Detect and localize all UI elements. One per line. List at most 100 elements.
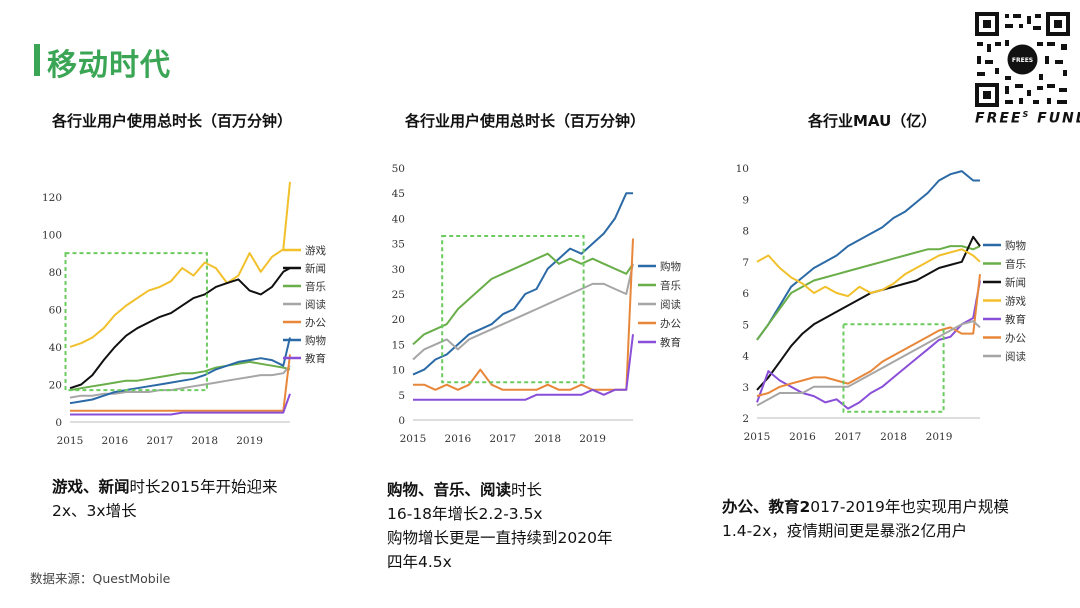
series-line-购物	[412, 192, 633, 376]
legend-label: 教育	[1005, 313, 1026, 326]
y-tick-label: 50	[392, 163, 405, 175]
chart-3: 2 3 4 5 6 7 8 9 10 2015 2016 2017 2018 2019 购物音乐新闻游戏教育…	[736, 163, 1027, 443]
x-tick-label: 2017	[489, 433, 516, 445]
data-source: 数据来源：QuestMobile	[30, 571, 171, 586]
y-tick-label: 40	[392, 213, 405, 225]
y-tick-label: 5	[398, 390, 405, 402]
description-2: 购物、音乐、阅读时长 16-18年增长2.2-3.5x 购物增长更是一直持续到2…	[387, 478, 687, 574]
series-line-新闻	[69, 267, 291, 390]
y-tick-label: 100	[42, 229, 62, 241]
brand-logo: FREES FUND	[975, 110, 1080, 127]
y-tick-label: 20	[392, 314, 405, 326]
svg-text:FREES: FREES	[1012, 57, 1033, 64]
x-tick-label: 2016	[102, 435, 129, 447]
x-tick-label: 2017	[146, 435, 173, 447]
legend-label: 游戏	[305, 244, 326, 257]
legend-label: 阅读	[305, 298, 326, 311]
x-tick-label: 2019	[236, 435, 263, 447]
legend-label: 购物	[305, 334, 326, 347]
highlight-box	[842, 323, 945, 413]
description-3-bold: 办公、教育2	[722, 498, 811, 516]
legend-label: 阅读	[660, 298, 681, 311]
legend-label: 购物	[1005, 239, 1026, 252]
series-line-办公	[70, 354, 291, 412]
series-line-教育	[70, 393, 291, 416]
legend-label: 阅读	[1005, 350, 1027, 363]
series-line-阅读	[412, 263, 634, 361]
y-tick-label: 120	[42, 192, 62, 204]
x-tick-label: 2015	[57, 435, 84, 447]
x-tick-label: 2018	[191, 435, 218, 447]
x-tick-label: 2019	[579, 433, 606, 445]
description-1-bold: 游戏、新闻	[52, 478, 130, 496]
series-line-办公	[413, 238, 634, 391]
y-tick-label: 60	[49, 304, 62, 316]
y-tick-label: 3	[742, 382, 749, 394]
y-tick-label: 9	[742, 194, 749, 206]
legend-label: 教育	[660, 336, 681, 349]
description-3-line-1: 017-2019年也实现用户规模	[810, 498, 1009, 516]
y-tick-label: 80	[49, 267, 62, 279]
chart-1: 0 20 40 60 80 100 120 2015 2016 2017 2018 2019 游戏新闻音…	[42, 181, 326, 447]
series-line-阅读	[756, 320, 981, 407]
y-tick-label: 4	[742, 351, 749, 363]
legend-label: 教育	[305, 352, 326, 365]
description-2-bold: 购物、音乐、阅读	[387, 481, 512, 499]
description-2-line-1: 时长	[511, 481, 543, 499]
legend-label: 音乐	[1005, 258, 1027, 271]
description-2-line-4: 四年4.5x	[387, 553, 452, 571]
series-line-教育	[413, 334, 634, 401]
page-title: 移动时代	[47, 48, 171, 83]
description-1-line-2: 2x、3x增长	[52, 502, 137, 520]
y-tick-label: 0	[55, 417, 62, 429]
legend-label: 办公	[660, 317, 681, 330]
description-3: 办公、教育2017-2019年也实现用户规模 1.4-2x，疫情期间更是暴涨2亿…	[722, 495, 1052, 543]
description-1-line-1: 时长2015年开始迎来	[129, 478, 278, 496]
x-tick-label: 2015	[744, 431, 771, 443]
description-1: 游戏、新闻时长2015年开始迎来 2x、3x增长	[52, 475, 342, 523]
legend-label: 购物	[660, 260, 681, 273]
legend-label: 新闻	[1005, 276, 1026, 289]
series-line-购物	[756, 170, 980, 341]
y-tick-label: 5	[742, 319, 749, 331]
series-line-音乐	[756, 245, 981, 341]
x-tick-label: 2019	[926, 431, 953, 443]
x-tick-label: 2018	[880, 431, 907, 443]
y-tick-label: 7	[742, 257, 749, 269]
x-tick-label: 2016	[789, 431, 816, 443]
y-tick-label: 0	[398, 415, 405, 427]
chart-3-title: 各行业MAU（亿）	[808, 112, 937, 130]
series-line-教育	[756, 280, 981, 410]
series-line-购物	[69, 337, 291, 405]
series-line-音乐	[69, 360, 291, 392]
chart-1-title: 各行业用户使用总时长（百万分钟）	[52, 112, 293, 130]
y-tick-label: 2	[742, 413, 749, 425]
y-tick-label: 45	[392, 188, 405, 200]
y-tick-label: 10	[736, 163, 749, 175]
series-line-办公	[756, 274, 981, 398]
series-line-游戏	[756, 248, 981, 298]
title-accent-bar	[34, 44, 40, 76]
chart-2-title: 各行业用户使用总时长（百万分钟）	[405, 112, 646, 130]
y-tick-label: 25	[392, 289, 405, 301]
y-tick-label: 30	[392, 264, 405, 276]
x-tick-label: 2016	[445, 433, 472, 445]
legend-label: 办公	[1005, 332, 1027, 345]
chart-2: 0 5 10 15 20 25 30 35 40 45 50 2015 2016 2017 2018 2019…	[392, 163, 682, 445]
legend-label: 游戏	[1005, 295, 1027, 308]
x-tick-label: 2017	[835, 431, 862, 443]
y-tick-label: 10	[392, 365, 405, 377]
series-line-音乐	[412, 252, 634, 346]
y-tick-label: 40	[49, 342, 62, 354]
description-2-line-3: 购物增长更是一直持续到2020年	[387, 529, 613, 547]
legend-label: 音乐	[305, 280, 326, 293]
y-tick-label: 20	[49, 379, 62, 391]
series-line-新闻	[756, 235, 981, 391]
y-tick-label: 8	[742, 226, 749, 238]
legend-label: 新闻	[305, 262, 326, 275]
highlight-box	[64, 252, 208, 392]
series-line-游戏	[69, 181, 291, 348]
description-2-line-2: 16-18年增长2.2-3.5x	[387, 505, 543, 523]
legend-label: 音乐	[660, 279, 681, 292]
